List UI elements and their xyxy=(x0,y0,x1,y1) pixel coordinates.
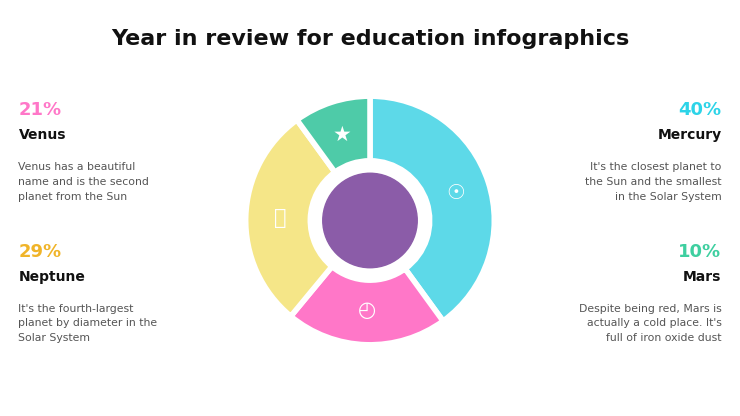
Text: Despite being red, Mars is
actually a cold place. It's
full of iron oxide dust: Despite being red, Mars is actually a co… xyxy=(579,304,722,343)
Circle shape xyxy=(310,160,430,281)
Text: Neptune: Neptune xyxy=(18,270,85,284)
Text: Venus has a beautiful
name and is the second
planet from the Sun: Venus has a beautiful name and is the se… xyxy=(18,162,149,202)
Text: ◴: ◴ xyxy=(358,300,377,320)
Text: ★: ★ xyxy=(333,125,352,145)
Wedge shape xyxy=(297,96,370,172)
Text: 21%: 21% xyxy=(18,101,61,119)
Text: 29%: 29% xyxy=(18,243,61,261)
Text: ⌖: ⌖ xyxy=(275,208,287,228)
Text: Venus: Venus xyxy=(18,128,66,142)
Text: 40%: 40% xyxy=(679,101,722,119)
Circle shape xyxy=(323,173,417,268)
Text: 10%: 10% xyxy=(679,243,722,261)
Text: ☉: ☉ xyxy=(445,183,465,203)
Text: Mars: Mars xyxy=(683,270,721,284)
Text: It's the closest planet to
the Sun and the smallest
in the Solar System: It's the closest planet to the Sun and t… xyxy=(585,162,722,202)
Wedge shape xyxy=(291,267,443,345)
Text: Year in review for education infographics: Year in review for education infographic… xyxy=(111,29,629,49)
Text: It's the fourth-largest
planet by diameter in the
Solar System: It's the fourth-largest planet by diamet… xyxy=(18,304,158,343)
Wedge shape xyxy=(246,120,335,316)
Wedge shape xyxy=(370,96,494,321)
Text: Mercury: Mercury xyxy=(657,128,722,142)
